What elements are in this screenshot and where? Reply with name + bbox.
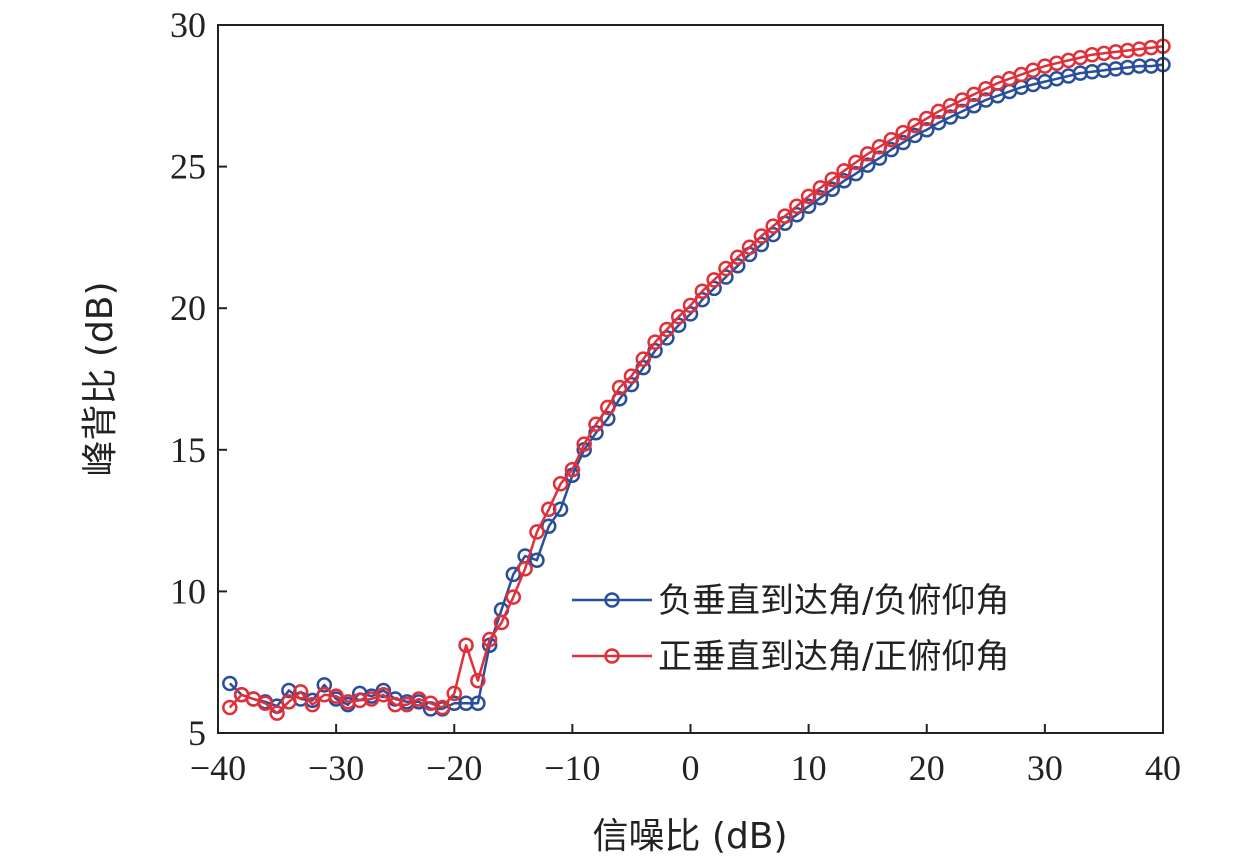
- series-2-point: [883, 131, 900, 148]
- series-2-point: [481, 631, 498, 648]
- series-2-point: [269, 705, 285, 721]
- series-2-point: [257, 695, 273, 712]
- series-2-point: [848, 154, 864, 171]
- y-axis-title: 峰背比 (dB): [80, 281, 121, 476]
- x-tick-label: −30: [308, 748, 364, 788]
- series-2-point: [635, 351, 651, 367]
- series-2-point: [670, 308, 687, 325]
- series-2-point: [399, 696, 415, 713]
- series-2-point: [871, 139, 888, 155]
- legend-item-1: 负垂直到达角/负俯仰角: [572, 581, 1009, 621]
- y-tick-label: 10: [170, 571, 206, 611]
- series-2-point: [907, 117, 923, 134]
- series-2-point: [576, 436, 592, 452]
- series-2-point: [824, 171, 840, 188]
- series-2-point: [741, 239, 758, 256]
- series-2-point: [552, 476, 569, 492]
- y-tick-label: 25: [170, 147, 206, 187]
- series-2-point: [541, 501, 557, 518]
- series-2-point: [446, 685, 462, 702]
- series-layer: [222, 38, 1171, 721]
- series-1-point: [316, 677, 333, 693]
- series-2-point: [647, 334, 663, 350]
- series-2-point: [753, 228, 770, 244]
- legend-label-1: 负垂直到达角/负俯仰角: [658, 581, 1009, 621]
- x-tick-label: 0: [682, 748, 700, 788]
- legend-marker-1: [604, 592, 620, 608]
- series-2-point: [470, 672, 486, 689]
- legend: 负垂直到达角/负俯仰角 正垂直到达角/正俯仰角: [572, 581, 1009, 677]
- series-2-point: [730, 249, 746, 265]
- series-2-point: [942, 97, 959, 114]
- x-tick-label: 20: [909, 748, 945, 788]
- series-1-point: [529, 552, 545, 568]
- legend-label-2: 正垂直到达角/正俯仰角: [658, 637, 1009, 677]
- series-2-point: [718, 260, 734, 277]
- series-2-point: [564, 461, 581, 478]
- series-2-point: [694, 283, 711, 299]
- series-2-point: [919, 110, 935, 127]
- series-2-point: [966, 86, 982, 103]
- series-2-point: [623, 368, 640, 384]
- legend-marker-2: [604, 648, 620, 664]
- series-1-point: [954, 103, 970, 120]
- series-2-point: [859, 146, 876, 162]
- series-1-point: [222, 675, 238, 692]
- x-axis-title: 信噪比 (dB): [592, 816, 787, 857]
- series-2-point: [493, 614, 510, 631]
- series-2-point: [434, 699, 451, 716]
- series-line-2: [228, 44, 1164, 715]
- series-2-point: [789, 198, 805, 214]
- series-2-point: [292, 684, 309, 700]
- tick-layer: −40 −30 −20 −10 0 10 20 30 40 5 10 15 20 25 30: [170, 5, 1181, 788]
- x-tick-label: −20: [426, 748, 482, 788]
- series-2-point: [375, 687, 392, 703]
- series-2-point: [588, 416, 604, 433]
- series-1-point: [966, 97, 982, 114]
- legend-item-2: 正垂直到达角/正俯仰角: [572, 637, 1009, 677]
- x-tick-label: −40: [190, 748, 246, 788]
- series-2-point: [517, 560, 533, 577]
- series-1-point: [541, 518, 557, 535]
- y-tick-label: 20: [170, 288, 206, 328]
- axes-layer: [217, 24, 1164, 734]
- x-tick-label: 30: [1027, 748, 1063, 788]
- series-2-point: [895, 124, 911, 141]
- series-2-point: [529, 524, 545, 540]
- series-1-point: [505, 566, 522, 583]
- series-2-point: [328, 688, 344, 704]
- y-tick-label: 5: [188, 713, 206, 753]
- series-2: [222, 38, 1171, 721]
- series-2-point: [304, 696, 321, 713]
- plot-frame: [217, 24, 1164, 734]
- series-2-point: [706, 272, 722, 288]
- series-2-point: [978, 80, 994, 97]
- series-2-point: [659, 321, 675, 338]
- series-2-point: [505, 589, 522, 605]
- series-2-point: [765, 218, 781, 234]
- series-2-point: [458, 637, 474, 653]
- series-2-point: [611, 379, 628, 396]
- series-1-point: [470, 695, 486, 712]
- x-tick-label: −10: [544, 748, 600, 788]
- series-2-point: [954, 92, 970, 108]
- series-2-point: [777, 208, 793, 224]
- series-2-point: [930, 103, 947, 120]
- y-tick-label: 15: [170, 430, 206, 470]
- series-2-point: [600, 399, 616, 416]
- series-2-point: [800, 188, 817, 205]
- series-1-point: [942, 109, 959, 125]
- series-2-point: [281, 694, 297, 710]
- series-2-point: [222, 699, 238, 716]
- series-2-point: [682, 297, 699, 314]
- series-1-point: [375, 682, 392, 699]
- y-tick-label: 30: [170, 5, 206, 45]
- x-tick-label: 10: [791, 748, 827, 788]
- x-tick-label: 40: [1145, 748, 1181, 788]
- series-2-point: [812, 180, 829, 196]
- series-2-point: [836, 163, 852, 179]
